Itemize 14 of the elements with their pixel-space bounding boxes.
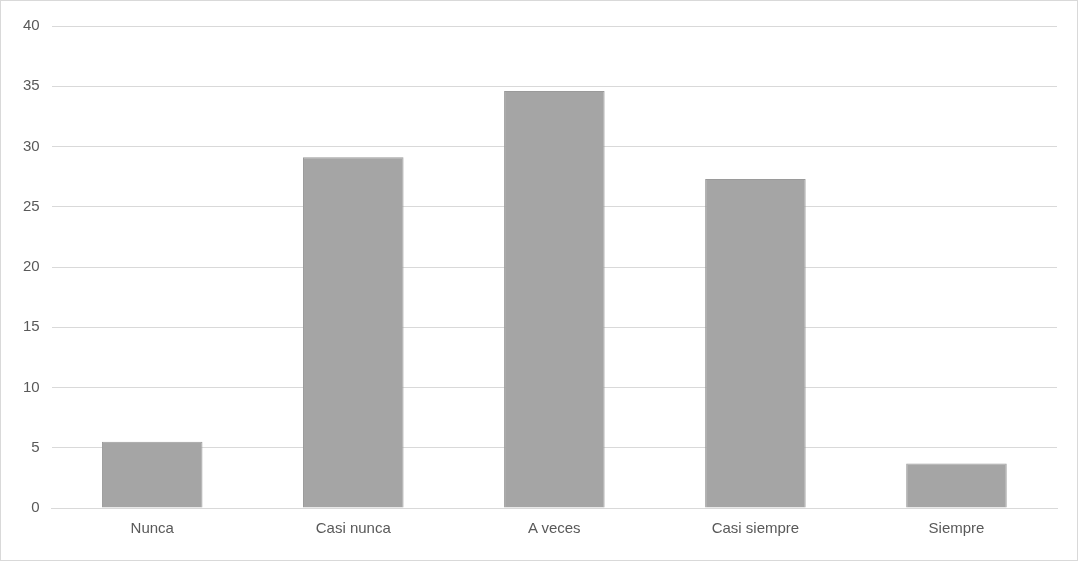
x-tick-label: Casi nunca: [315, 519, 392, 537]
x-tick-label: A veces: [528, 519, 581, 537]
y-tick-label: 0: [31, 498, 40, 516]
x-tick-label: Nunca: [130, 519, 175, 537]
x-tick-label: Casi siempre: [711, 519, 800, 537]
y-tick-label: 20: [23, 257, 40, 275]
y-tick-label: 5: [31, 437, 40, 455]
y-tick-label: 15: [23, 317, 40, 335]
y-tick-label: 10: [23, 377, 40, 395]
y-tick-label: 25: [23, 196, 40, 214]
y-tick-label: 30: [23, 136, 40, 154]
y-tick-label: 40: [23, 16, 40, 34]
x-tick-label: Siempre: [928, 519, 985, 537]
y-tick-label: 35: [23, 76, 40, 94]
